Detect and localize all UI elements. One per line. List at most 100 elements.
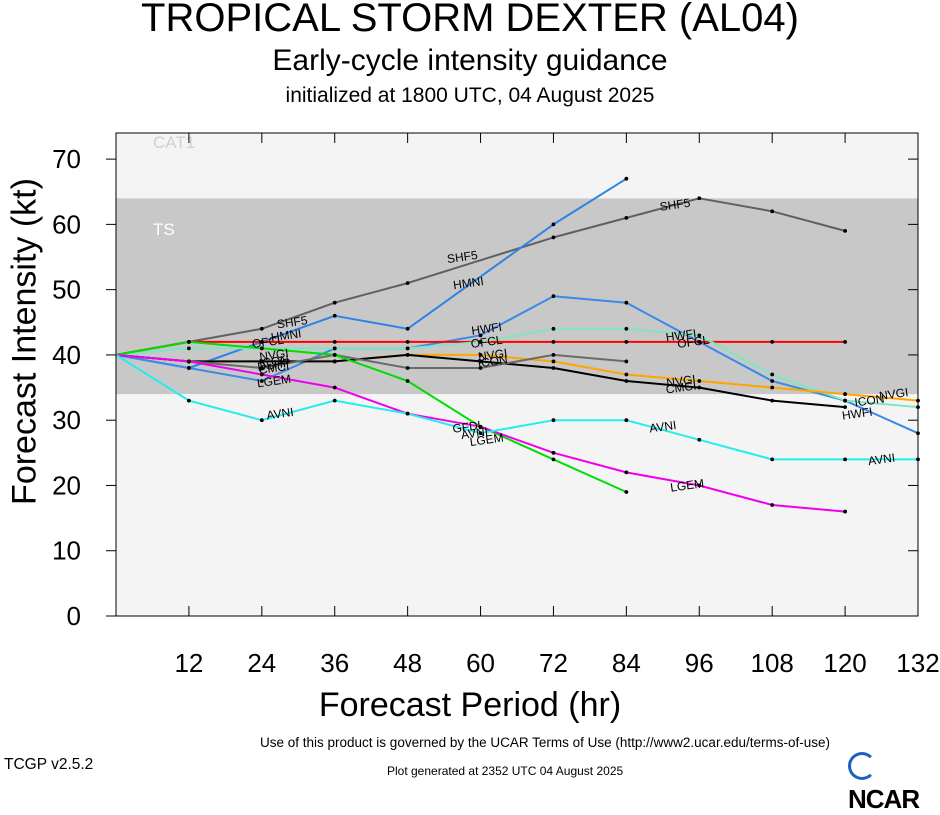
data-point-avni [843, 457, 847, 462]
data-point-hwfi [770, 379, 775, 383]
series-label-ofcl: OFCL [470, 333, 504, 351]
series-label-nvgi: NVGI [666, 372, 697, 390]
data-point-dshp [405, 366, 410, 370]
data-point-hmni [551, 222, 556, 227]
data-point-lgem [624, 470, 629, 475]
data-point-icon [478, 339, 483, 344]
series-label-ofcl: OFCL [676, 333, 710, 351]
series-label-cmci: CMCI [665, 378, 697, 396]
x-tick-label: 108 [750, 648, 793, 678]
y-axis: 0 10 20 30 40 50 60 70 [52, 144, 918, 631]
data-point-avni [697, 437, 702, 442]
data-point-gfdl [624, 490, 629, 494]
band-cat1 [116, 133, 918, 199]
data-point-shf5 [770, 209, 775, 214]
y-tick-label: 40 [52, 340, 81, 370]
series-label-hmni: HMNI [270, 326, 302, 344]
data-point-lgem [478, 424, 483, 429]
data-point-icon [187, 346, 191, 351]
initialization-time: initialized at 1800 UTC, 04 August 2025 [285, 84, 655, 107]
data-point-cmci [478, 359, 483, 364]
category-bands: TS CAT1 [116, 133, 918, 616]
data-point-icon [770, 372, 775, 377]
data-point-ofcl [843, 339, 847, 344]
series-label-hwfi: HWFI [841, 405, 873, 423]
x-tick-label: 24 [247, 648, 276, 678]
y-tick-label: 50 [52, 275, 81, 305]
data-point-cmci [551, 366, 556, 370]
terms-of-use-notice: Use of this product is governed by the U… [260, 735, 830, 750]
series-label-gfdl: GFDL [452, 418, 486, 436]
version-label: TCGP v2.5.2 [4, 756, 94, 773]
chart-title: TROPICAL STORM DEXTER (AL04) [141, 0, 799, 40]
y-tick-label: 0 [67, 601, 81, 631]
series-label-ofcl: OFCL [251, 333, 285, 351]
series-label-hwfi: HWFI [665, 326, 697, 344]
data-point-icon [332, 346, 337, 351]
data-point-ofcl [697, 339, 702, 344]
data-point-ofcl [551, 339, 556, 344]
data-point-ofcl [770, 339, 775, 344]
series-label-nvgi: NVGI [258, 346, 289, 364]
data-point-shf5 [843, 229, 847, 233]
data-point-hmni [624, 176, 629, 181]
series-label-icon: ICON [854, 392, 886, 410]
data-point-shf5 [259, 326, 264, 331]
x-axis-label: Forecast Period (hr) [318, 686, 622, 724]
data-point-hwfi [259, 379, 264, 383]
data-point-lgem [843, 509, 847, 514]
band-label-cat1: CAT1 [153, 133, 195, 152]
y-tick-label: 70 [52, 144, 81, 174]
data-point-icon [624, 326, 629, 331]
plot-frame [115, 132, 919, 617]
y-tick-label: 30 [52, 405, 81, 435]
data-point-hwfi [187, 366, 191, 370]
x-tick-label: 120 [823, 648, 866, 678]
series-label-icon: ICON [258, 352, 290, 370]
data-point-lgem [187, 359, 191, 364]
y-tick-label: 10 [52, 536, 81, 566]
data-point-hwfi [478, 333, 483, 338]
series-line-gfdl [115, 340, 627, 493]
data-point-gfdl [405, 379, 410, 383]
series-label-icon: ICON [477, 352, 509, 370]
x-tick-label: 96 [685, 648, 714, 678]
series-label-lgem: LGEM [669, 476, 705, 495]
data-point-shf5 [405, 281, 410, 286]
ncar-logo: NCAR [848, 752, 940, 815]
y-axis-label: Forecast Intensity (kt) [5, 178, 44, 505]
data-point-shf5 [624, 215, 629, 220]
data-point-cmci [259, 359, 264, 364]
series-line-avni [115, 354, 918, 461]
data-point-icon [697, 333, 702, 338]
data-point-avni [624, 418, 629, 423]
data-point-cmci [770, 398, 775, 403]
series-line-shf5 [115, 197, 846, 356]
data-point-lgem [770, 503, 775, 507]
data-point-gfdl [332, 353, 337, 357]
chart-subtitle: Early-cycle intensity guidance [272, 44, 668, 77]
data-point-nvgi [624, 372, 629, 377]
data-point-cmci [843, 405, 847, 410]
data-point-shf5 [551, 235, 556, 240]
series-label-nvgi: NVGI [477, 346, 508, 364]
data-point-avni [551, 418, 556, 423]
series-label-avni: AVNI [648, 418, 677, 436]
data-point-hmni [405, 326, 410, 331]
data-point-dshp [551, 353, 556, 357]
data-point-gfdl [551, 457, 556, 462]
data-point-icon [551, 326, 556, 331]
data-point-cmci [624, 379, 629, 383]
x-tick-label: 12 [174, 648, 203, 678]
data-point-ofcl [405, 339, 410, 344]
y-tick-label: 60 [52, 209, 81, 239]
series-line-hwfi [115, 295, 919, 435]
series-label-hmni: HMNI [452, 274, 484, 292]
series-points [187, 176, 920, 514]
x-axis: 12 24 36 48 60 72 84 96 108 120 132 [174, 133, 940, 678]
series-label-hwfi: HWFI [470, 320, 502, 338]
data-point-hwfi [624, 300, 629, 305]
band-label-ts: TS [153, 220, 175, 239]
x-tick-label: 60 [466, 648, 495, 678]
